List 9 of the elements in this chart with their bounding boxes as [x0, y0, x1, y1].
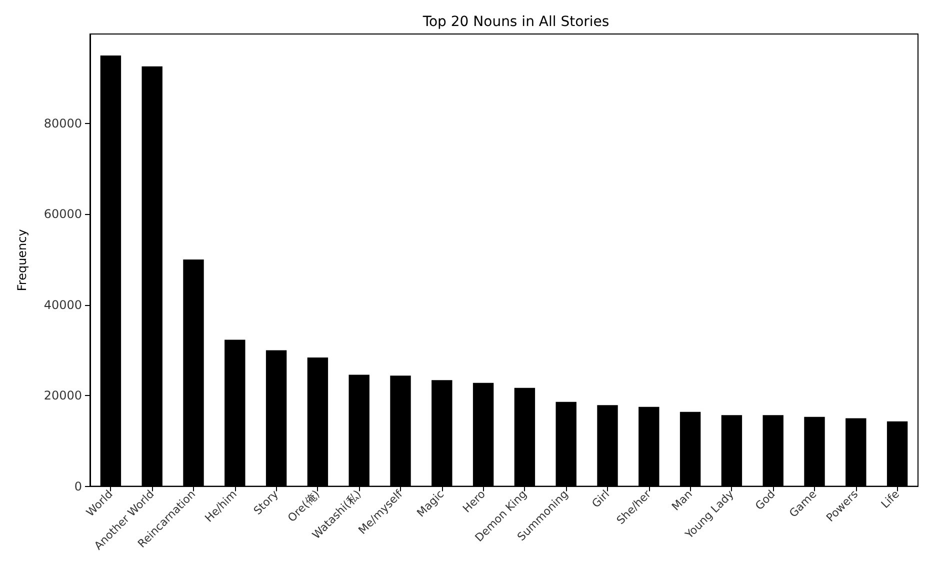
x-tick-label: Life: [878, 487, 902, 511]
y-tick-label: 40000: [44, 298, 82, 312]
y-tick-label: 0: [74, 479, 82, 494]
y-axis-title: Frequency: [15, 229, 29, 292]
chart-title: Top 20 Nouns in All Stories: [422, 14, 610, 30]
y-tick-label: 20000: [44, 388, 82, 403]
y-tick-label: 80000: [44, 116, 82, 131]
y-tick-label: 60000: [44, 207, 82, 222]
x-tick-label: Girl: [589, 488, 612, 510]
